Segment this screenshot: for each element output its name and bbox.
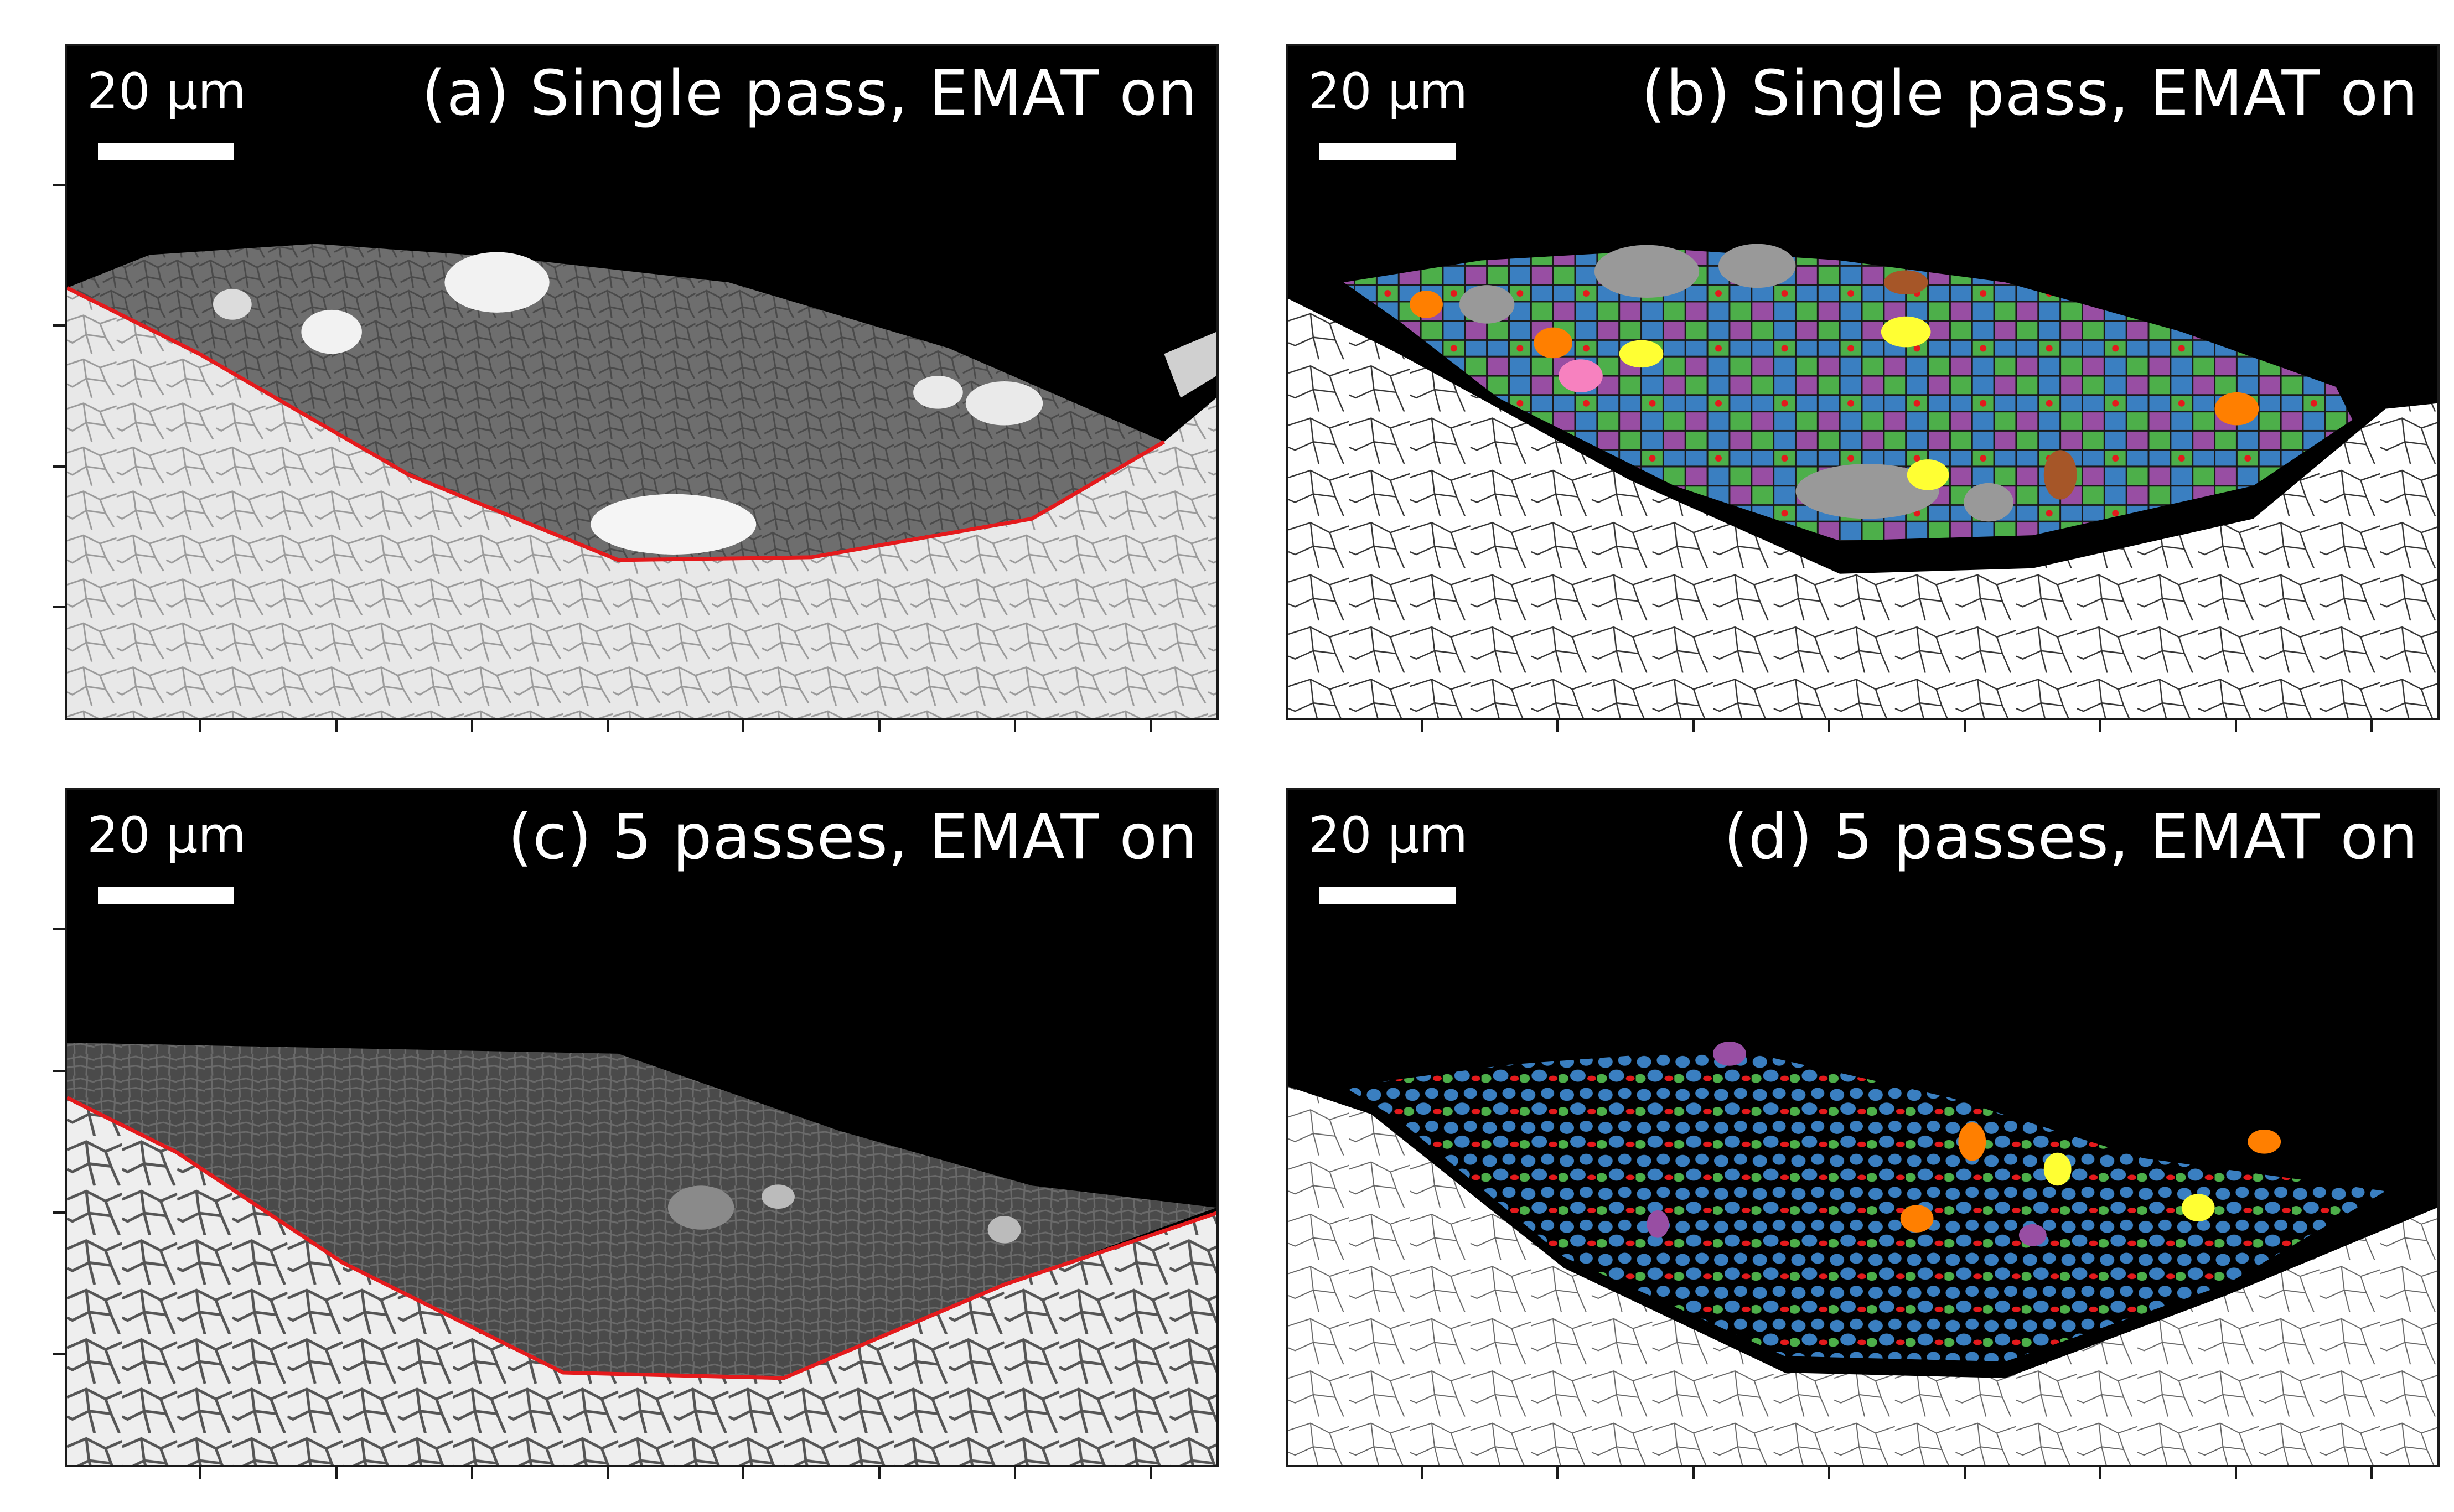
scale-bar-label: 20 µm [1308,63,1468,121]
y-tick [53,465,65,468]
substrate-region [67,288,1216,718]
panel-a-micrograph: 20 µm (a) Single pass, EMAT on [65,44,1219,720]
x-tick [742,720,744,732]
x-tick [1964,720,1966,732]
x-tick [1828,720,1830,732]
panel-c-micrograph: 20 µm (c) 5 passes, EMAT on [65,788,1219,1467]
x-tick [335,720,338,732]
x-tick [199,720,201,732]
y-tick [53,1070,65,1072]
panel-title: (c) 5 passes, EMAT on [508,801,1198,873]
boundary-line [67,286,1166,562]
y-tick [53,1211,65,1214]
x-tick [1421,1467,1423,1479]
x-tick [607,1467,609,1479]
scale-bar [1319,887,1456,904]
x-tick [1014,720,1016,732]
panel-b-grain-map: 20 µm (b) Single pass, EMAT on [1286,44,2440,720]
x-tick [199,1467,201,1479]
panel-d-grain-map: 20 µm (d) 5 passes, EMAT on [1286,788,2440,1467]
x-tick [1556,1467,1559,1479]
x-tick [1964,1467,1966,1479]
substrate-region [1288,298,2437,718]
x-tick [2370,1467,2373,1479]
x-tick [1150,720,1152,732]
x-tick [878,720,881,732]
x-tick [2235,720,2237,732]
x-tick [607,720,609,732]
panel-title: (a) Single pass, EMAT on [421,58,1198,130]
x-tick [1556,720,1559,732]
grain-map-region [1343,249,2353,541]
x-tick [1421,720,1423,732]
x-tick [2370,720,2373,732]
grain-map-image-b [1288,46,2437,718]
x-tick [742,1467,744,1479]
scale-bar-label: 20 µm [1308,806,1468,864]
x-tick [878,1467,881,1479]
grain-map-region [1343,1048,2386,1362]
y-tick [53,928,65,930]
x-tick [2099,1467,2101,1479]
y-tick [53,1353,65,1355]
scale-bar-label: 20 µm [87,63,247,121]
x-tick [471,1467,473,1479]
micrograph-image-a [67,46,1216,718]
x-tick [1150,1467,1152,1479]
y-tick [53,324,65,327]
boundary-line [67,1096,1216,1380]
panel-title: (b) Single pass, EMAT on [1641,58,2419,130]
x-tick [1692,1467,1695,1479]
x-tick [471,720,473,732]
x-tick [335,1467,338,1479]
x-tick [1692,720,1695,732]
scale-bar-label: 20 µm [87,806,247,864]
scale-bar [98,143,234,160]
x-tick [2235,1467,2237,1479]
y-tick [53,606,65,608]
x-tick [1828,1467,1830,1479]
micrograph-image-c [67,790,1216,1465]
substrate-region [1288,1086,2437,1465]
grain-map-image-d [1288,790,2437,1465]
y-tick [53,184,65,186]
scale-bar [1319,143,1456,160]
x-tick [2099,720,2101,732]
deposit-region [67,1043,1216,1379]
scale-bar [98,887,234,904]
x-tick [1014,1467,1016,1479]
substrate-region [67,1097,1216,1465]
panel-title: (d) 5 passes, EMAT on [1723,801,2419,873]
